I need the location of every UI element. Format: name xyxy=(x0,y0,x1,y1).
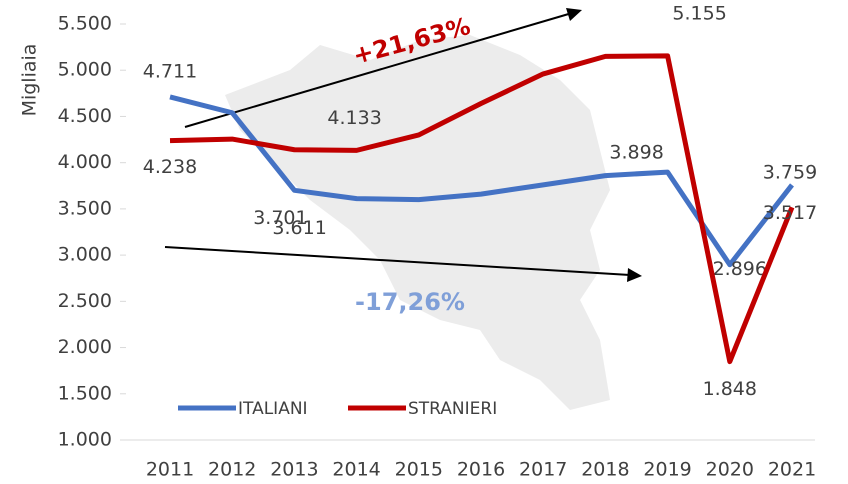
legend-label: STRANIERI xyxy=(408,399,497,419)
y-tick-label: 5.500 xyxy=(58,13,112,35)
data-label: 4.711 xyxy=(143,60,197,82)
series-line xyxy=(169,53,795,365)
data-label: 3.898 xyxy=(609,142,663,164)
data-label: 2.896 xyxy=(713,258,767,280)
y-tick-label: 1.500 xyxy=(58,382,112,404)
x-tick-label: 2017 xyxy=(519,459,567,481)
y-tick-label: 3.500 xyxy=(58,197,112,219)
data-label: 5.155 xyxy=(672,2,726,24)
arrow xyxy=(164,246,631,276)
data-label: 4.133 xyxy=(327,107,381,129)
y-tick-label: 1.000 xyxy=(58,429,112,451)
data-label: 3.611 xyxy=(272,217,326,239)
map-silhouette xyxy=(225,35,610,410)
x-tick-label: 2016 xyxy=(457,459,505,481)
x-tick-label: 2020 xyxy=(706,459,754,481)
y-axis-label: Migliaia xyxy=(19,44,41,117)
data-label: 3.701 xyxy=(253,207,307,229)
arrowhead xyxy=(566,8,582,21)
y-tick-label: 2.500 xyxy=(58,290,112,312)
x-tick-label: 2015 xyxy=(395,459,443,481)
series-line xyxy=(169,94,794,268)
x-tick-label: 2021 xyxy=(768,459,816,481)
data-label: 1.848 xyxy=(703,378,757,400)
legend-label: ITALIANI xyxy=(238,399,308,419)
x-tick-label: 2018 xyxy=(581,459,629,481)
y-tick-label: 5.000 xyxy=(58,59,112,81)
x-tick-label: 2012 xyxy=(208,459,256,481)
y-tick-label: 4.000 xyxy=(58,151,112,173)
annotation: -17,26% xyxy=(355,288,465,316)
x-tick-label: 2013 xyxy=(270,459,318,481)
x-tick-label: 2014 xyxy=(332,459,380,481)
y-tick-label: 4.500 xyxy=(58,105,112,127)
arrowhead xyxy=(627,268,642,282)
x-tick-label: 2011 xyxy=(146,459,194,481)
data-label: 3.759 xyxy=(763,161,817,183)
data-label: 4.238 xyxy=(143,156,197,178)
arrow xyxy=(184,12,573,128)
y-tick-label: 2.000 xyxy=(58,336,112,358)
data-label: 3.517 xyxy=(763,202,817,224)
x-tick-label: 2019 xyxy=(643,459,691,481)
y-tick-label: 3.000 xyxy=(58,244,112,266)
